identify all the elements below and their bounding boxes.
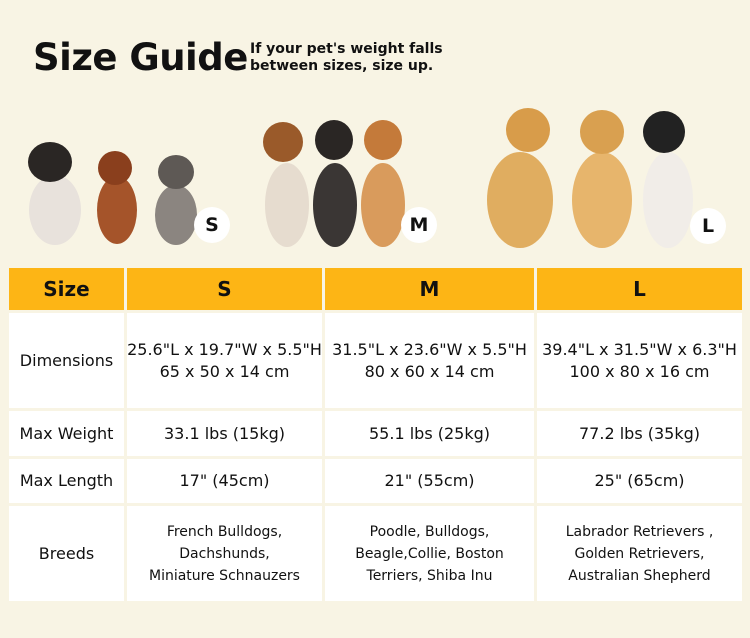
- table-cell: 39.4"L x 31.5"W x 6.3"H 100 x 80 x 16 cm: [537, 313, 742, 408]
- cell-line: Dachshunds,: [179, 545, 270, 562]
- cell-line: Australian Shepherd: [568, 567, 711, 584]
- table-cell: 33.1 lbs (15kg): [127, 411, 322, 456]
- cell-line: 65 x 50 x 14 cm: [159, 361, 290, 381]
- header-s: S: [127, 268, 322, 310]
- table-cell: Poodle, Bulldogs, Beagle,Collie, Boston Te…: [325, 506, 534, 601]
- table-cell: French Bulldogs, Dachshunds, Miniature Sch…: [127, 506, 322, 601]
- cell-line: Golden Retrievers,: [574, 545, 705, 562]
- table-cell: 55.1 lbs (25kg): [325, 411, 534, 456]
- table-row: Max Weight 33.1 lbs (15kg) 55.1 lbs (25k…: [9, 411, 742, 456]
- row-label: Max Length: [9, 459, 124, 503]
- cell-line: 25.6"L x 19.7"W x 5.5"H: [127, 339, 322, 359]
- size-badge-l: L: [690, 208, 726, 244]
- header-m: M: [325, 268, 534, 310]
- size-badge-m: M: [401, 207, 437, 243]
- row-label: Breeds: [9, 506, 124, 601]
- large-dogs-image: [487, 108, 693, 248]
- table-row: Max Length 17" (45cm) 21" (55cm) 25" (65…: [9, 459, 742, 503]
- table-cell: Labrador Retrievers , Golden Retrievers, A…: [537, 506, 742, 601]
- size-badge-s: S: [194, 207, 230, 243]
- table-row: Dimensions 25.6"L x 19.7"W x 5.5"H 65 x 5…: [9, 313, 742, 408]
- table-cell: 25.6"L x 19.7"W x 5.5"H 65 x 50 x 14 cm: [127, 313, 322, 408]
- cell-line: Labrador Retrievers ,: [565, 523, 714, 540]
- table-cell: 25" (65cm): [537, 459, 742, 503]
- cell-line: French Bulldogs,: [166, 523, 283, 540]
- cell-line: Beagle,Collie, Boston: [355, 545, 504, 562]
- small-dogs-image: [28, 142, 197, 245]
- cell-line: Miniature Schnauzers: [149, 567, 300, 584]
- cell-line: 80 x 60 x 14 cm: [364, 361, 495, 381]
- table-cell: 77.2 lbs (35kg): [537, 411, 742, 456]
- size-table: Size S M L Dimensions 25.6"L x 19.7"W x …: [6, 265, 745, 604]
- table-cell: 17" (45cm): [127, 459, 322, 503]
- size-note: If your pet's weight falls between sizes…: [250, 41, 443, 74]
- table-cell: 31.5"L x 23.6"W x 5.5"H 80 x 60 x 14 cm: [325, 313, 534, 408]
- table-header-row: Size S M L: [9, 268, 742, 310]
- cell-line: 39.4"L x 31.5"W x 6.3"H: [542, 339, 737, 359]
- cell-line: 31.5"L x 23.6"W x 5.5"H: [332, 339, 527, 359]
- row-label: Max Weight: [9, 411, 124, 456]
- header-size: Size: [9, 268, 124, 310]
- dogs-illustration: [28, 108, 693, 248]
- medium-dogs-image: [263, 120, 405, 247]
- cell-line: 100 x 80 x 16 cm: [569, 361, 710, 381]
- page-title: Size Guide: [33, 36, 248, 79]
- row-label: Dimensions: [9, 313, 124, 408]
- table-cell: 21" (55cm): [325, 459, 534, 503]
- table-row: Breeds French Bulldogs, Dachshunds, Miniat…: [9, 506, 742, 601]
- cell-line: Terriers, Shiba Inu: [366, 567, 493, 584]
- cell-line: Poodle, Bulldogs,: [369, 523, 490, 540]
- header-l: L: [537, 268, 742, 310]
